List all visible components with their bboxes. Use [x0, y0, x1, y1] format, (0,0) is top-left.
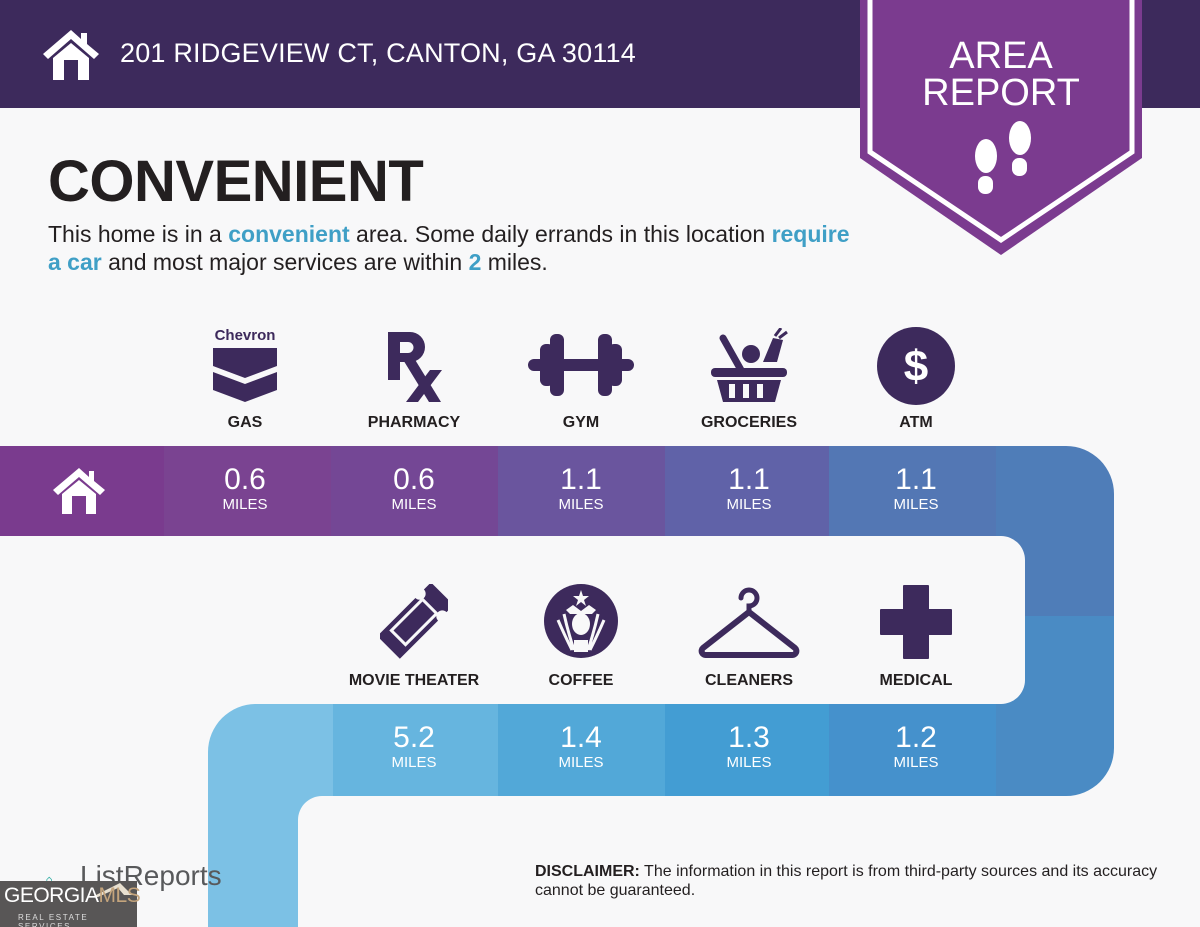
distance-value: 1.4: [560, 721, 602, 754]
mls-wordmark: GEORGIAMLS: [4, 884, 141, 908]
movie-theater-item: [331, 584, 497, 660]
disclaimer: DISCLAIMER: The information in this repo…: [535, 862, 1175, 900]
georgia-mls-logo: GEORGIAMLS REAL ESTATE SERVICES: [0, 881, 141, 927]
gas-distance: 0.6 MILES: [162, 464, 328, 514]
svg-text:$: $: [904, 342, 928, 391]
distance-unit: MILES: [391, 754, 437, 771]
atm-distance: 1.1 MILES: [833, 464, 999, 514]
gas-item: Chevron: [162, 326, 328, 404]
home-start-icon: [53, 468, 105, 514]
coffee-distance: 1.4 MILES: [498, 722, 664, 772]
distance-value: 1.1: [728, 463, 770, 496]
badge-line-2: REPORT: [922, 72, 1080, 114]
gym-label: GYM: [562, 414, 600, 431]
pharmacy-item: [331, 328, 497, 404]
area-report-badge: [860, 0, 1142, 255]
distance-unit: MILES: [726, 754, 772, 771]
rx-pharmacy-icon: [388, 332, 442, 402]
summary-text: miles.: [481, 249, 548, 275]
roof-icon: [92, 883, 132, 897]
gym-distance: 1.1 MILES: [498, 464, 664, 514]
distance-value: 1.1: [895, 463, 937, 496]
starbucks-coffee-icon: [544, 584, 618, 658]
distance-unit: MILES: [558, 496, 604, 513]
coffee-label: COFFEE: [548, 672, 614, 689]
movie-theater-distance: 5.2 MILES: [331, 722, 497, 772]
cleaners-distance: 1.3 MILES: [666, 722, 832, 772]
distance-unit: MILES: [391, 496, 437, 513]
summary-text: area. Some daily errands in this locatio…: [349, 221, 772, 247]
distance-unit: MILES: [222, 496, 268, 513]
distance-unit: MILES: [726, 496, 772, 513]
mls-accent: MLS: [98, 884, 141, 907]
distance-value: 1.1: [560, 463, 602, 496]
distance-unit: MILES: [558, 754, 604, 771]
distance-value: 0.6: [393, 463, 435, 496]
groceries-item: [666, 328, 832, 404]
gas-label: GAS: [227, 414, 263, 431]
mls-tagline: REAL ESTATE SERVICES: [18, 913, 89, 927]
ticket-icon: [380, 584, 448, 659]
mls-georgia: GEORGIA: [4, 884, 99, 907]
distance-unit: MILES: [893, 496, 939, 513]
grocery-basket-icon: [711, 328, 788, 402]
distance-value: 1.3: [728, 721, 770, 754]
cleaners-item: [666, 586, 832, 660]
area-summary: This home is in a convenient area. Some …: [48, 220, 868, 276]
medical-cross-icon: [880, 585, 952, 659]
coffee-item: [498, 584, 664, 658]
medical-label: MEDICAL: [879, 672, 953, 689]
distance-value: 5.2: [393, 721, 435, 754]
dumbbell-icon: [528, 334, 634, 396]
summary-text: and most major services are within: [101, 249, 469, 275]
dollar-circle-icon: $: [877, 327, 955, 405]
summary-highlight-miles: 2: [468, 249, 482, 275]
gym-item: [498, 334, 664, 396]
property-address: 201 RIDGEVIEW CT, CANTON, GA 30114: [120, 38, 636, 68]
movie-theater-label: MOVIE THEATER: [348, 672, 480, 689]
chevron-gas-icon: Chevron: [213, 327, 277, 402]
summary-highlight-car: require a car: [48, 221, 850, 275]
badge-title: AREA REPORT: [860, 35, 1142, 114]
disclaimer-text: The information in this report is from t…: [535, 863, 1158, 899]
groceries-label: GROCERIES: [700, 414, 797, 431]
atm-item: $: [833, 327, 999, 405]
footprints-icon: [975, 121, 1031, 194]
medical-distance: 1.2 MILES: [833, 722, 999, 772]
svg-text:Chevron: Chevron: [215, 327, 276, 344]
summary-text: This home is in a: [48, 221, 229, 247]
hanger-icon: [698, 587, 800, 658]
atm-label: ATM: [899, 414, 933, 431]
distance-value: 1.2: [895, 721, 937, 754]
distance-value: 0.6: [224, 463, 266, 496]
pharmacy-label: PHARMACY: [367, 414, 461, 431]
groceries-distance: 1.1 MILES: [666, 464, 832, 514]
pharmacy-distance: 0.6 MILES: [331, 464, 497, 514]
medical-item: [833, 584, 999, 660]
disclaimer-label: DISCLAIMER:: [535, 863, 640, 880]
page-title: CONVENIENT: [48, 149, 424, 214]
cleaners-label: CLEANERS: [704, 672, 793, 689]
distance-unit: MILES: [893, 754, 939, 771]
summary-highlight-convenient: convenient: [228, 221, 350, 247]
home-icon: [43, 30, 99, 80]
badge-line-1: AREA: [949, 35, 1053, 77]
